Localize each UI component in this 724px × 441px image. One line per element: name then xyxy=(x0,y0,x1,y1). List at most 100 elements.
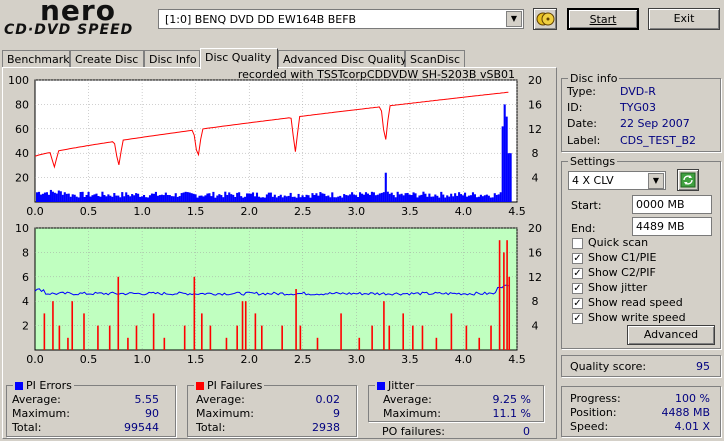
pi-error-bar xyxy=(505,116,508,202)
pi-error-bar xyxy=(170,196,173,202)
pi-error-bar xyxy=(376,194,379,202)
pi-error-bar xyxy=(37,191,41,202)
disc-info-group: Disc info Type: DVD-R ID: TYG03 Date: 22… xyxy=(561,72,721,152)
pi-error-bar xyxy=(146,197,150,202)
x-tick-label: 2.0 xyxy=(240,205,258,218)
y-tick-label-left: 10 xyxy=(15,222,29,235)
pi-error-bar xyxy=(368,194,371,202)
tab-disc-quality[interactable]: Disc Quality xyxy=(200,48,278,69)
x-tick-label: 4.0 xyxy=(455,353,473,366)
drive-select[interactable]: [1:0] BENQ DVD DD EW164B BEFB ▼ xyxy=(158,9,524,29)
pi-error-bar xyxy=(224,191,227,202)
show-jitter-checkbox[interactable]: ✓ xyxy=(572,283,583,294)
chevron-down-icon[interactable]: ▼ xyxy=(648,173,664,189)
refresh-drive-button[interactable] xyxy=(533,8,557,30)
start-button[interactable]: Start xyxy=(567,8,639,30)
pi-errors-title: PI Errors xyxy=(13,379,74,392)
exit-button[interactable]: Exit xyxy=(648,8,720,30)
x-tick-label: 3.5 xyxy=(401,353,419,366)
quick-scan-checkbox[interactable] xyxy=(572,238,583,249)
pi-error-bar xyxy=(283,195,286,202)
pi-failure-bar xyxy=(358,337,361,350)
pi-error-bar xyxy=(495,194,498,202)
pi-failure-bar xyxy=(316,337,319,350)
refresh-speeds-button[interactable] xyxy=(677,169,699,191)
pi-error-bar xyxy=(117,195,120,202)
pi-errors-title-text: PI Errors xyxy=(26,379,72,392)
pi-errors-group: PI Errors Average: 5.55 Maximum: 90 Tota… xyxy=(6,379,176,437)
pi-error-bar xyxy=(226,194,229,202)
pi-error-bar xyxy=(442,194,445,202)
pi-error-bar xyxy=(317,195,320,202)
show-pif-checkbox[interactable]: ✓ xyxy=(572,268,583,279)
pi-error-bar xyxy=(131,194,134,202)
pi-error-bar xyxy=(178,196,181,202)
pi-error-bar xyxy=(281,197,284,202)
x-tick-label: 3.0 xyxy=(348,353,366,366)
show-read-speed-checkbox[interactable]: ✓ xyxy=(572,298,583,309)
pi-failure-bar xyxy=(402,313,404,350)
speed-select[interactable]: 4 X CLV ▼ xyxy=(568,171,666,190)
pi-error-bar xyxy=(97,196,100,202)
pi-error-bar xyxy=(339,195,342,202)
pi-error-bar xyxy=(194,194,197,202)
pi-error-bar xyxy=(186,192,189,202)
pi-error-bar xyxy=(345,195,348,202)
tab-advanced-disc-quality[interactable]: Advanced Disc Quality xyxy=(278,50,407,68)
disc-id-label: ID: xyxy=(567,101,583,114)
pi-error-bar xyxy=(55,193,58,202)
pi-failure-bar xyxy=(281,325,283,350)
pi-error-bar xyxy=(299,197,302,202)
pi-error-bar xyxy=(47,194,50,202)
plot-area xyxy=(34,79,518,203)
pi-error-bar xyxy=(483,195,486,202)
pi-error-bar xyxy=(41,193,45,202)
pi-error-bar xyxy=(202,196,205,202)
pi-error-bar xyxy=(218,194,221,202)
pi-error-bar xyxy=(372,192,375,202)
pi-error-bar xyxy=(422,191,425,202)
pi-failure-bar xyxy=(241,301,244,350)
y-tick-label-left: 100 xyxy=(8,74,29,87)
y-tick-label-right: 4 xyxy=(532,320,539,333)
start-position-input[interactable]: 0000 MB xyxy=(632,195,712,214)
tab-scandisc[interactable]: ScanDisc xyxy=(405,50,465,68)
pi-error-bar xyxy=(35,192,39,202)
tab-disc-info[interactable]: Disc Info xyxy=(144,50,200,68)
show-write-speed-checkbox[interactable]: ✓ xyxy=(572,313,583,324)
x-tick-label: 1.5 xyxy=(187,353,205,366)
read-speed-line xyxy=(34,91,509,169)
y-tick-label-left: 80 xyxy=(15,98,29,111)
pi-error-bar xyxy=(99,196,102,202)
pi-error-bar xyxy=(242,197,245,202)
disc-swap-icon xyxy=(536,12,555,26)
pi-error-bar xyxy=(366,193,370,202)
pi-failures-title-text: PI Failures xyxy=(207,379,263,392)
jitter-maximum-value: 11.1 % xyxy=(492,407,531,420)
y-tick-label-left: 4 xyxy=(22,295,29,308)
chevron-down-icon[interactable]: ▼ xyxy=(506,11,522,27)
pi-error-bar xyxy=(69,196,72,202)
pi-errors-maximum-label: Maximum: xyxy=(12,407,70,420)
quality-score-value: 95 xyxy=(696,360,710,373)
pi-failure-bar xyxy=(261,325,263,350)
pi-error-bar xyxy=(249,193,253,202)
end-position-input[interactable]: 4489 MB xyxy=(632,217,712,236)
pi-error-bar xyxy=(398,194,401,202)
pi-error-bar xyxy=(410,195,413,202)
pi-error-bar xyxy=(236,192,239,202)
pi-error-bar xyxy=(125,192,128,202)
tab-create-disc[interactable]: Create Disc xyxy=(70,50,144,68)
pi-failure-bar xyxy=(117,276,120,350)
pi-failure-bar xyxy=(108,325,111,350)
show-pie-checkbox[interactable]: ✓ xyxy=(572,253,583,264)
advanced-button[interactable]: Advanced xyxy=(627,325,715,345)
pi-failure-bar xyxy=(183,325,186,350)
pi-error-bar xyxy=(87,191,90,202)
speed-select-value: 4 X CLV xyxy=(572,174,614,187)
tab-benchmark[interactable]: Benchmark xyxy=(2,50,70,68)
pi-error-bar xyxy=(357,196,360,202)
pi-error-bar xyxy=(487,195,490,202)
pi-error-bar xyxy=(343,194,346,202)
pi-error-bar xyxy=(452,196,455,202)
